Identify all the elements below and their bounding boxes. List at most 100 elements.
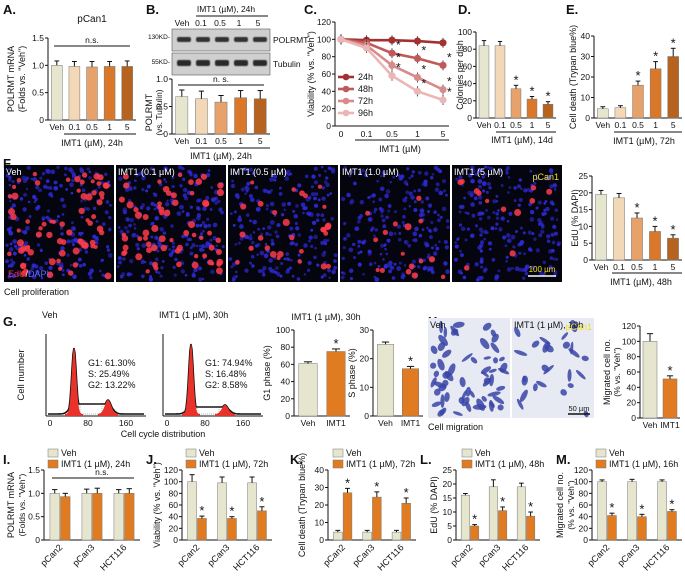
dapi-nucleus (262, 272, 266, 275)
condition-label: IMT1 (µM), 24h (190, 151, 252, 161)
x-tick-label: Veh (594, 262, 609, 272)
dapi-nucleus (378, 207, 383, 211)
dapi-nucleus (466, 212, 470, 215)
dapi-nucleus (149, 261, 153, 266)
phase-stat: G2: 13.22% (88, 380, 136, 390)
data-point (388, 61, 396, 69)
edu-nucleus (102, 182, 110, 189)
significance-mark: * (653, 49, 658, 64)
dapi-nucleus (240, 187, 245, 192)
data-point (388, 36, 396, 44)
x-tick-label: 1 (530, 120, 535, 130)
edu-nucleus (200, 173, 208, 180)
dapi-nucleus (25, 225, 30, 231)
dapi-nucleus (441, 206, 447, 212)
migrated-cell (531, 340, 540, 348)
migrated-cell (513, 349, 528, 356)
edu-nucleus (7, 251, 12, 257)
dapi-nucleus (185, 242, 189, 247)
significance-mark: * (229, 504, 234, 519)
dapi-nucleus (408, 176, 411, 180)
dapi-nucleus (353, 255, 357, 260)
edu-nucleus (416, 195, 422, 201)
dapi-nucleus (498, 227, 503, 232)
dapi-nucleus (538, 233, 543, 238)
dapi-nucleus (146, 206, 151, 211)
legend-label: IMT1 (1 µM), 72h (199, 459, 268, 469)
dapi-nucleus (61, 273, 65, 277)
edu-nucleus (207, 230, 213, 236)
dapi-nucleus (269, 220, 275, 225)
y-tick-label: 15 (443, 493, 453, 503)
dapi-nucleus (488, 186, 492, 190)
dapi-nucleus (519, 241, 524, 246)
edu-nucleus (150, 244, 158, 252)
migrated-cell (581, 355, 589, 362)
dapi-nucleus (553, 231, 559, 236)
dapi-nucleus (423, 182, 428, 187)
axis-title: EdU (% DAPI) (429, 476, 439, 534)
significance-mark: * (545, 89, 550, 104)
dapi-nucleus (331, 269, 336, 275)
dapi-nucleus (181, 210, 185, 213)
x-tick-label: IMT1 (660, 420, 680, 430)
dapi-nucleus (12, 251, 17, 256)
significance-mark: * (634, 200, 639, 215)
dapi-nucleus (311, 220, 317, 226)
edu-nucleus (158, 235, 166, 243)
edu-nucleus (509, 250, 516, 257)
dapi-nucleus (435, 246, 440, 251)
dapi-nucleus (302, 211, 305, 215)
caption: Cell proliferation (4, 287, 69, 297)
dapi-nucleus (157, 271, 161, 275)
dapi-nucleus (146, 184, 151, 189)
dapi-nucleus (548, 168, 554, 173)
edu-nucleus (122, 173, 129, 180)
y-tick-label: 120 (574, 465, 588, 475)
edu-nucleus (215, 267, 223, 275)
edu-nucleus (34, 180, 41, 186)
condition-label: IMT1 (µM) (379, 144, 421, 154)
dapi-nucleus (297, 253, 301, 257)
dapi-nucleus (143, 260, 147, 264)
condition-label: IMT1 (µM), 24h (61, 138, 123, 148)
dapi-nucleus (443, 261, 448, 266)
edu-nucleus (17, 247, 25, 254)
edu-nucleus (373, 237, 379, 243)
band (234, 60, 248, 66)
dapi-nucleus (500, 183, 504, 187)
y-tick-label: 120 (622, 321, 636, 331)
dapi-nucleus (523, 188, 528, 193)
dapi-nucleus (428, 235, 434, 240)
edu-nucleus (457, 179, 464, 186)
dapi-nucleus (168, 248, 171, 251)
dapi-nucleus (117, 256, 122, 261)
dapi-nucleus (522, 231, 526, 235)
dapi-nucleus (126, 272, 131, 277)
dapi-nucleus (251, 171, 256, 176)
lane-label: 0.5 (214, 18, 226, 28)
dapi-nucleus (303, 243, 308, 248)
dapi-nucleus (388, 264, 393, 269)
y-tick-label: 100 (317, 34, 331, 44)
legend-marker (342, 85, 350, 93)
micrograph-4: IMT1 (5 µM) (452, 165, 562, 282)
dapi-nucleus (134, 179, 137, 182)
dapi-nucleus (71, 172, 76, 177)
band (234, 37, 248, 42)
dapi-nucleus (380, 214, 384, 218)
dapi-nucleus (80, 199, 84, 203)
dapi-nucleus (422, 258, 426, 262)
dapi-nucleus (458, 210, 462, 214)
x-tick-label: 1 (415, 129, 420, 139)
panel-title: pCan1 (77, 14, 107, 25)
legend-swatch-veh (461, 448, 473, 458)
dapi-nucleus (35, 269, 40, 274)
dapi-nucleus (209, 238, 213, 242)
dapi-nucleus (39, 266, 44, 271)
bar-0.1 (68, 66, 81, 121)
dapi-nucleus (131, 232, 137, 238)
x-tick-label: 0.5 (86, 122, 98, 132)
dapi-nucleus (485, 190, 489, 194)
bar-HCT116-0 (113, 493, 124, 541)
